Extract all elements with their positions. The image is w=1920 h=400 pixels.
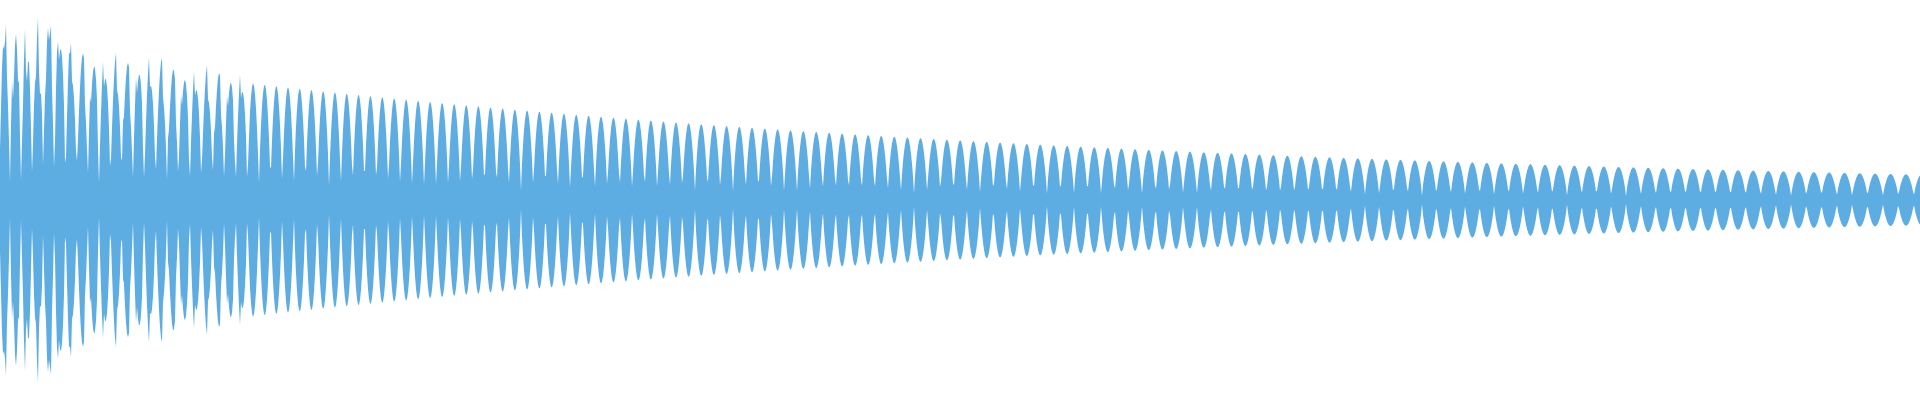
waveform-path [0,17,1920,383]
